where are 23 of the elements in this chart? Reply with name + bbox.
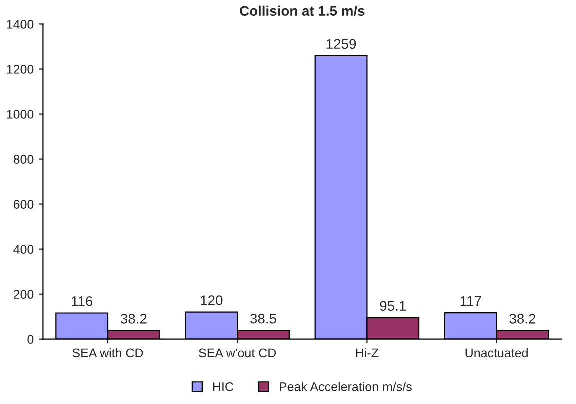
data-label: 38.5 <box>250 314 276 324</box>
chart-title: Collision at 1.5 m/s <box>240 6 365 16</box>
y-tick-label: 800 <box>14 155 34 164</box>
y-tick-label: 1000 <box>7 110 34 119</box>
x-tick-label: Hi-Z <box>356 348 379 358</box>
y-tick-label: 600 <box>14 200 34 209</box>
legend-label: HIC <box>213 382 234 392</box>
data-label: 1259 <box>326 39 356 50</box>
x-tick-label: SEA with CD <box>72 348 144 358</box>
data-label: 120 <box>201 296 223 306</box>
y-tick-label: 1200 <box>7 65 34 74</box>
data-label: 117 <box>460 296 482 306</box>
y-tick-label: 200 <box>14 290 34 299</box>
y-tick-label: 0 <box>28 335 34 344</box>
legend-label: Peak Acceleration m/s/s <box>280 382 412 392</box>
data-label: 116 <box>72 296 93 306</box>
x-tick-label: Unactuated <box>466 348 528 358</box>
x-tick-label: SEA w'out CD <box>199 348 276 358</box>
data-label: 38.2 <box>510 314 536 324</box>
data-label: 95.1 <box>380 301 406 312</box>
y-tick-label: 400 <box>14 245 34 254</box>
y-tick-label: 1400 <box>7 20 34 29</box>
data-label: 38.2 <box>120 314 147 324</box>
